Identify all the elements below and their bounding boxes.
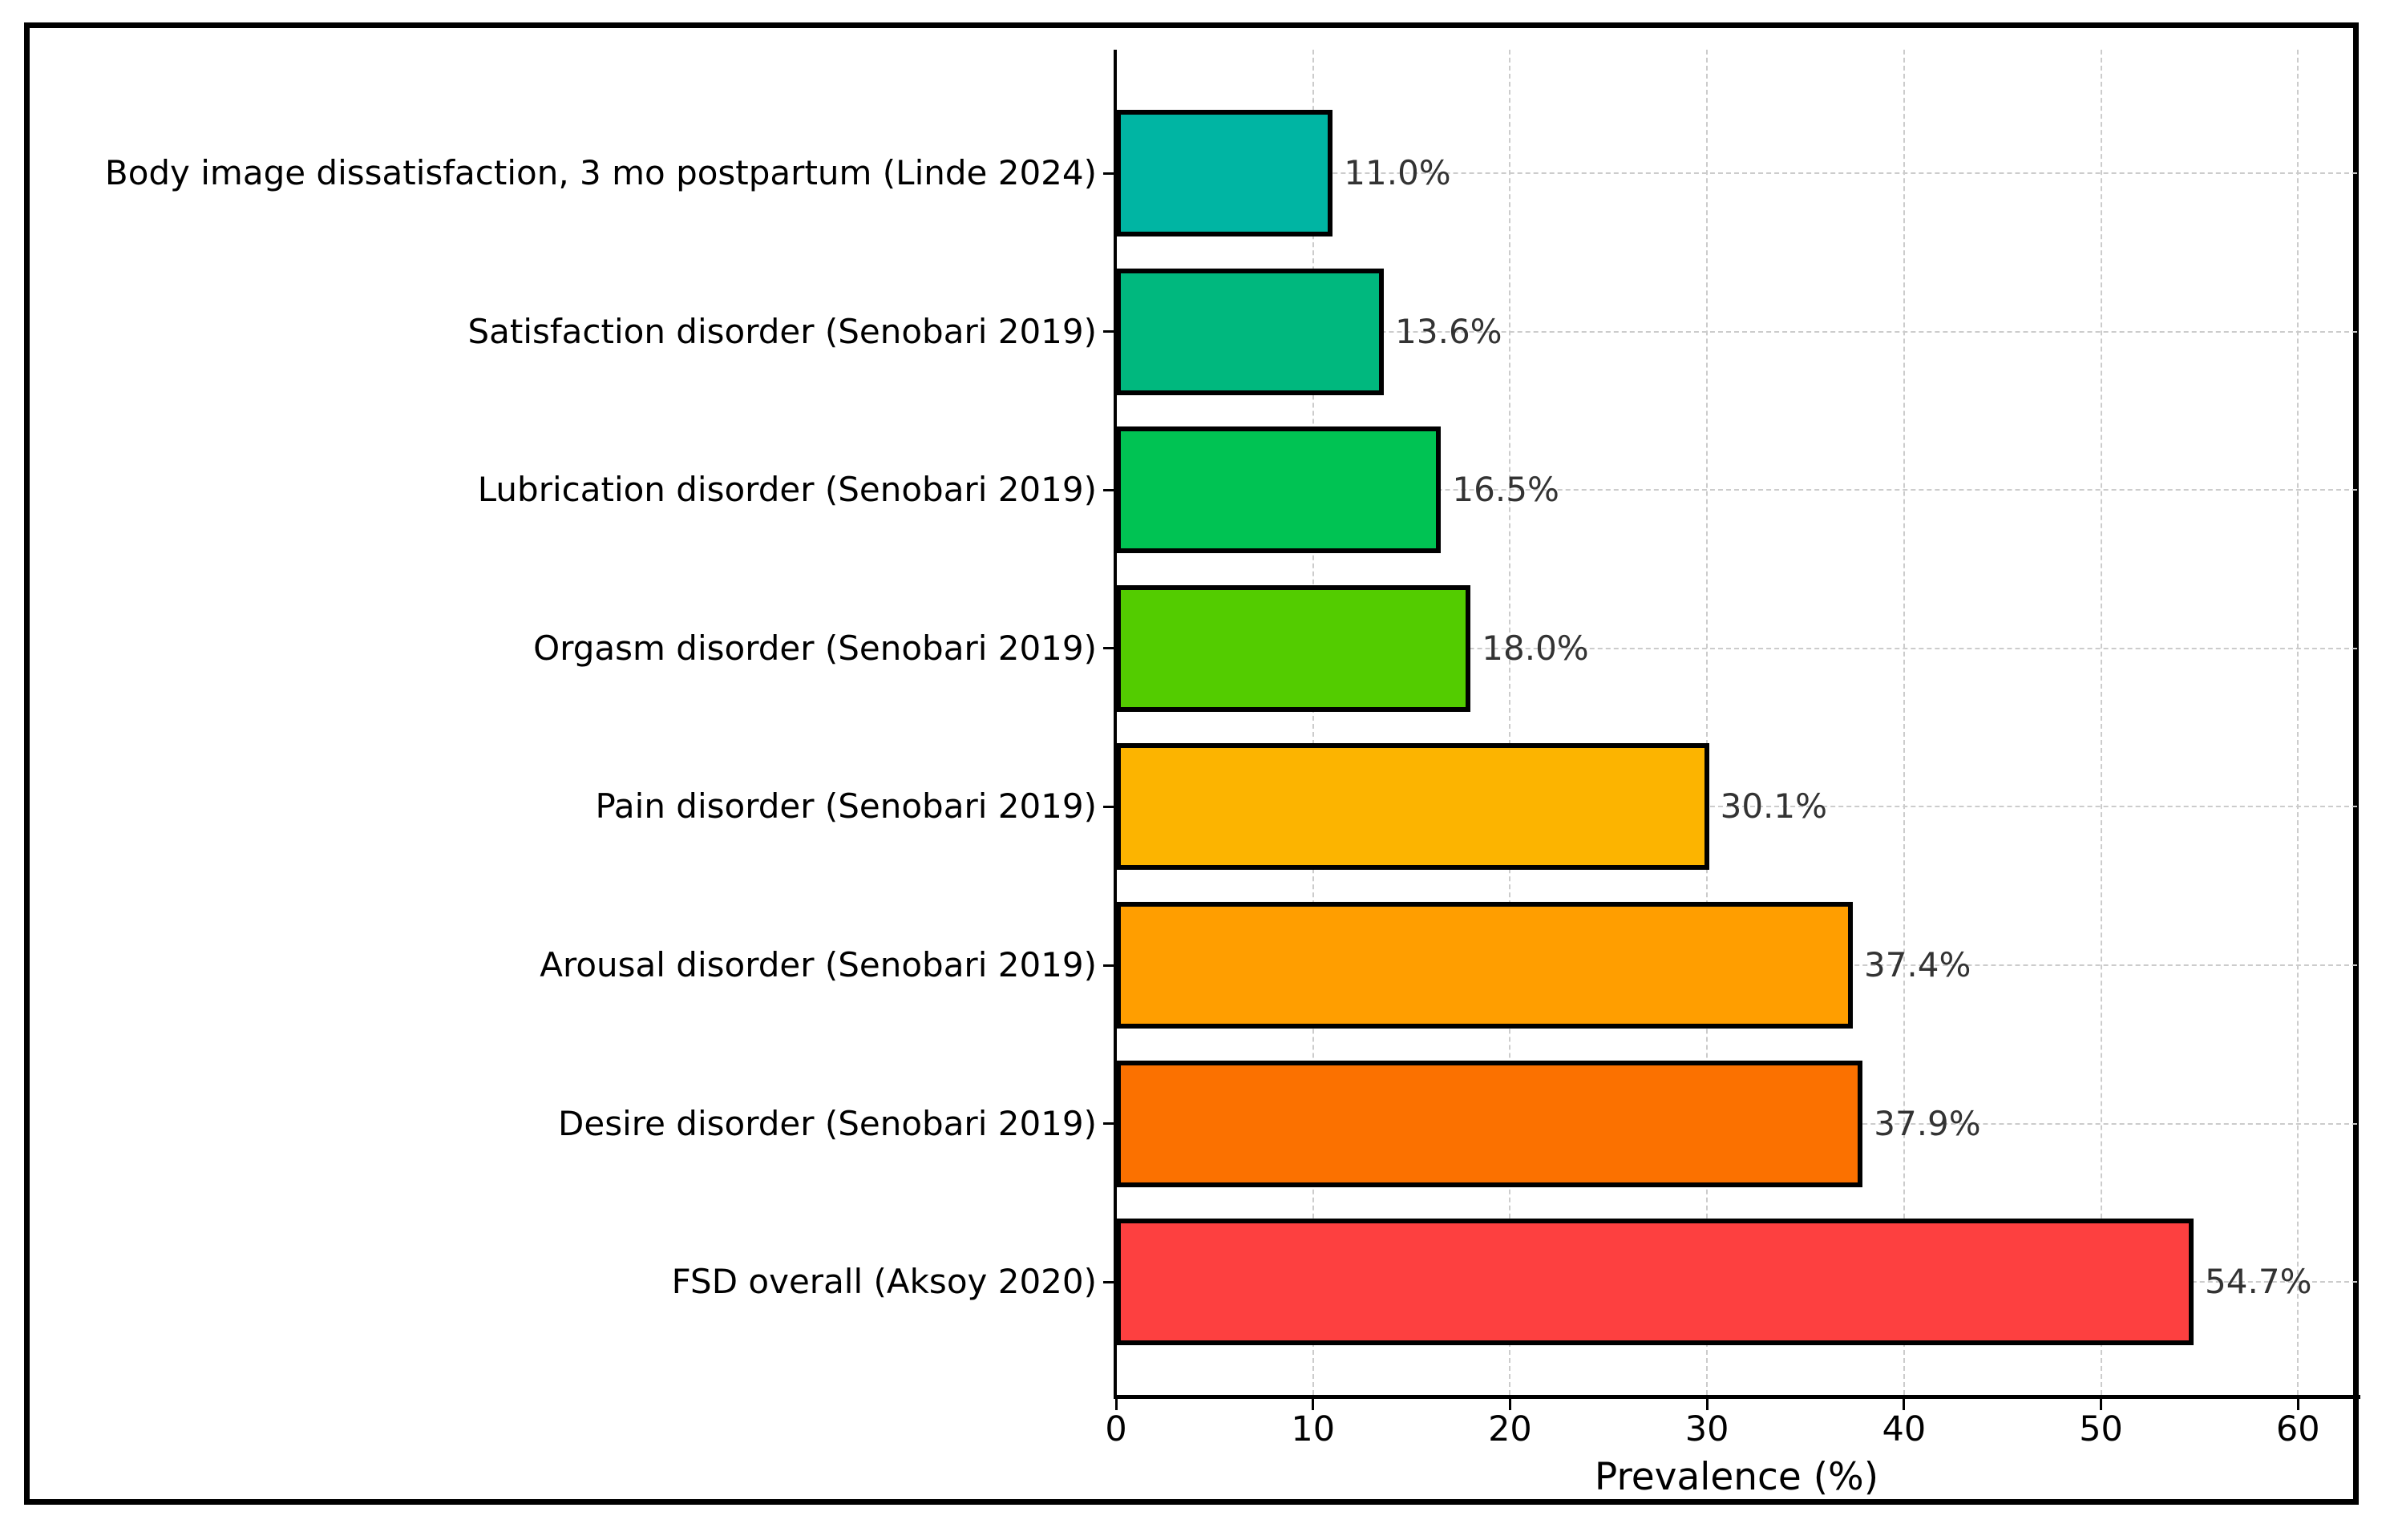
y-axis-tick bbox=[1103, 330, 1116, 333]
x-tick-label: 50 bbox=[2079, 1409, 2123, 1449]
x-axis-tick bbox=[2296, 1399, 2299, 1410]
x-tick-label: 40 bbox=[1882, 1409, 1927, 1449]
bar bbox=[1116, 110, 1333, 236]
x-axis-tick bbox=[1508, 1399, 1511, 1410]
x-tick-label: 60 bbox=[2275, 1409, 2320, 1449]
h-gridline bbox=[1116, 489, 2357, 491]
category-label: Lubrication disorder (Senobari 2019) bbox=[477, 470, 1097, 510]
value-label: 16.5% bbox=[1452, 470, 1559, 510]
value-label: 18.0% bbox=[1482, 628, 1589, 668]
value-label: 37.4% bbox=[1863, 945, 1971, 984]
category-label: Body image dissatisfaction, 3 mo postpar… bbox=[104, 153, 1097, 192]
v-gridline bbox=[2100, 50, 2102, 1395]
category-label: Orgasm disorder (Senobari 2019) bbox=[533, 628, 1097, 668]
category-label: Desire disorder (Senobari 2019) bbox=[558, 1103, 1097, 1143]
y-axis-tick bbox=[1103, 488, 1116, 491]
category-label: Pain disorder (Senobari 2019) bbox=[595, 786, 1097, 827]
v-gridline bbox=[1312, 50, 1314, 1395]
x-axis-title: Prevalence (%) bbox=[1594, 1455, 1879, 1499]
bar bbox=[1116, 743, 1709, 871]
y-axis-tick bbox=[1103, 964, 1116, 967]
x-axis-tick bbox=[1903, 1399, 1906, 1410]
y-axis-tick bbox=[1103, 805, 1116, 808]
y-axis-tick bbox=[1103, 172, 1116, 175]
bar bbox=[1116, 902, 1853, 1029]
value-label: 37.9% bbox=[1874, 1103, 1981, 1143]
bar bbox=[1116, 584, 1471, 712]
v-gridline bbox=[1706, 50, 1709, 1395]
x-tick-label: 20 bbox=[1488, 1409, 1532, 1449]
y-axis-spine bbox=[1114, 50, 1117, 1399]
h-gridline bbox=[1116, 806, 2357, 808]
h-gridline bbox=[1116, 647, 2357, 649]
y-axis-tick bbox=[1103, 647, 1116, 650]
x-axis-tick bbox=[1114, 1399, 1118, 1410]
v-gridline bbox=[1903, 50, 1905, 1395]
y-axis-tick bbox=[1103, 1280, 1116, 1283]
h-gridline bbox=[1116, 172, 2357, 174]
value-label: 30.1% bbox=[1720, 786, 1828, 827]
x-axis-tick bbox=[2100, 1399, 2103, 1410]
y-axis-tick bbox=[1103, 1122, 1116, 1126]
v-gridline bbox=[2297, 50, 2299, 1395]
v-gridline bbox=[1509, 50, 1511, 1395]
x-tick-label: 10 bbox=[1291, 1409, 1336, 1449]
value-label: 13.6% bbox=[1395, 311, 1502, 351]
h-gridline bbox=[1116, 330, 2357, 333]
category-label: FSD overall (Aksoy 2020) bbox=[671, 1262, 1097, 1302]
category-label: Satisfaction disorder (Senobari 2019) bbox=[467, 311, 1097, 351]
x-axis-tick bbox=[1312, 1399, 1315, 1410]
x-tick-label: 30 bbox=[1684, 1409, 1729, 1449]
bar bbox=[1116, 268, 1385, 395]
bar bbox=[1116, 1060, 1863, 1187]
x-axis-spine bbox=[1114, 1395, 2360, 1399]
x-axis-tick bbox=[1705, 1399, 1709, 1410]
bar bbox=[1116, 1219, 2194, 1346]
x-tick-label: 0 bbox=[1105, 1409, 1127, 1449]
category-label: Arousal disorder (Senobari 2019) bbox=[540, 945, 1097, 984]
bar bbox=[1116, 426, 1442, 554]
value-label: 54.7% bbox=[2205, 1262, 2312, 1302]
value-label: 11.0% bbox=[1344, 153, 1451, 192]
